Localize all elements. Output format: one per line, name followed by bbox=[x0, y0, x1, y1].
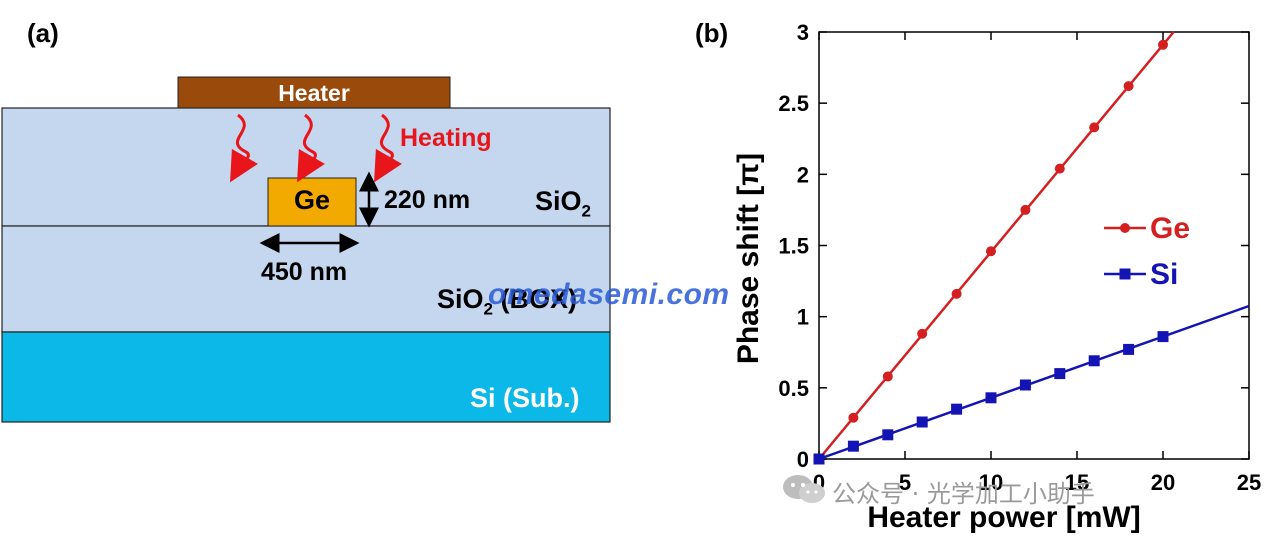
y-tick-label: 0.5 bbox=[778, 376, 809, 401]
ge-core-label: Ge bbox=[293, 185, 331, 215]
wechat-account-text: 公众号 · 光学加工小助手 bbox=[832, 480, 1095, 508]
data-point-ge bbox=[882, 371, 893, 382]
heating-label: Heating bbox=[400, 124, 492, 152]
fit-line-ge bbox=[818, 31, 1175, 460]
watermark-text: omedasemi.com bbox=[488, 278, 730, 311]
heating-arrow-2 bbox=[297, 113, 325, 183]
y-tick-label: 2.5 bbox=[778, 91, 809, 116]
si-substrate bbox=[1, 331, 611, 423]
axis-ticks: 00.511.522.530 5 10 15 20 25 bbox=[778, 20, 1261, 495]
cladding-label-text: SiO bbox=[535, 186, 582, 216]
data-point-si bbox=[813, 453, 825, 465]
height-label: 220 nm bbox=[384, 186, 471, 214]
wechat-icon bbox=[783, 475, 825, 503]
heating-arrow-3 bbox=[374, 113, 402, 183]
y-tick-label: 1 bbox=[797, 305, 809, 330]
panel-a-label: (a) bbox=[27, 18, 59, 48]
data-point-si bbox=[916, 416, 928, 428]
heater-bar bbox=[177, 76, 451, 109]
data-point-si bbox=[985, 392, 997, 404]
legend-label: Ge bbox=[1150, 212, 1190, 245]
plot-frame bbox=[818, 31, 1250, 460]
data-point-si bbox=[847, 440, 859, 452]
fit-lines bbox=[818, 31, 1250, 461]
heating-arrows bbox=[230, 113, 402, 183]
y-tick-label: 2 bbox=[797, 162, 809, 187]
box-label: SiO2 (BOX) bbox=[437, 284, 577, 319]
data-point-si bbox=[1019, 379, 1031, 391]
legend-marker bbox=[1119, 268, 1131, 280]
data-markers bbox=[813, 39, 1169, 465]
data-point-ge bbox=[1089, 122, 1100, 133]
x-tick-label: 20 bbox=[1151, 470, 1175, 495]
y-tick-label: 3 bbox=[797, 20, 809, 45]
box-label-suffix: (BOX) bbox=[492, 284, 577, 314]
x-tick-label: 5 bbox=[899, 470, 911, 495]
x-axis-label: Heater power [mW] bbox=[867, 501, 1140, 534]
heating-arrow-1 bbox=[230, 113, 258, 183]
panel-b-label: (b) bbox=[695, 18, 729, 48]
data-point-ge bbox=[1123, 81, 1134, 92]
data-point-ge bbox=[1158, 39, 1168, 50]
cladding-label: SiO2 bbox=[535, 186, 591, 221]
substrate-label: Si (Sub.) bbox=[470, 383, 580, 413]
data-point-si bbox=[1157, 331, 1169, 343]
data-point-si bbox=[951, 403, 963, 415]
cladding-label-subscript: 2 bbox=[581, 201, 591, 221]
x-tick-label: 10 bbox=[979, 470, 1003, 495]
y-axis-label: Phase shift [π] bbox=[732, 153, 765, 364]
cross-section-diagram bbox=[1, 76, 611, 423]
heater-label: Heater bbox=[278, 80, 350, 106]
y-tick-label: 0 bbox=[797, 447, 809, 472]
box-label-text: SiO bbox=[437, 284, 484, 314]
data-point-si bbox=[882, 429, 894, 441]
data-point-si bbox=[1123, 343, 1135, 355]
data-point-ge bbox=[1020, 204, 1031, 215]
legend: Ge Si bbox=[1104, 212, 1190, 291]
data-point-ge bbox=[986, 246, 996, 257]
y-tick-label: 1.5 bbox=[778, 234, 809, 259]
x-tick-label: 15 bbox=[1065, 470, 1089, 495]
ge-core bbox=[267, 177, 357, 227]
x-tick-label: 25 bbox=[1237, 470, 1261, 495]
width-label: 450 nm bbox=[261, 258, 348, 286]
box-label-subscript: 2 bbox=[483, 299, 493, 319]
legend-marker bbox=[1120, 223, 1130, 233]
data-point-si bbox=[1088, 355, 1100, 367]
data-point-ge bbox=[848, 412, 859, 423]
data-point-ge bbox=[951, 288, 962, 299]
data-point-ge bbox=[917, 328, 928, 339]
data-point-ge bbox=[1054, 163, 1065, 174]
data-point-si bbox=[1054, 368, 1066, 380]
legend-label: Si bbox=[1150, 258, 1178, 291]
